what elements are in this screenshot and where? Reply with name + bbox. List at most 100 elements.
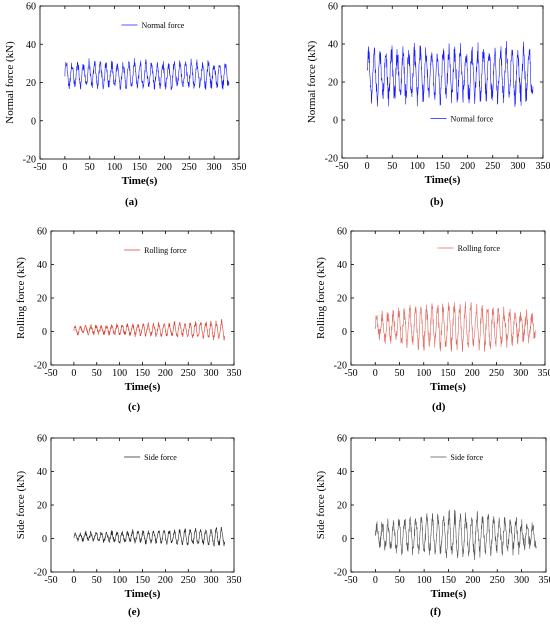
x-tick-label: 50 (395, 368, 405, 379)
chart-panel-a: -50 0 50 100 150 200 250 300 350 -20 0 20 40 60 Time(s… (4, 2, 247, 188)
y-tick-label: 60 (337, 227, 347, 238)
y-tick-label: 20 (337, 501, 347, 512)
y-tick-label: -20 (334, 568, 347, 579)
legend-label: Rolling force (458, 244, 501, 253)
y-axis-label: Side force (kN) (15, 470, 27, 539)
series-line-a (64, 58, 230, 91)
x-axis-label: Time(s) (122, 175, 158, 187)
x-tick-label: 100 (416, 368, 431, 379)
plot-frame (350, 437, 547, 573)
series-line-b (366, 40, 534, 108)
x-tick-label: 300 (204, 575, 219, 586)
x-tick-label: 250 (485, 161, 500, 172)
x-axis-label: Time(s) (125, 381, 161, 393)
caption-e: (e) (128, 606, 141, 618)
x-tick-label: 50 (92, 368, 102, 379)
y-tick-label: 60 (26, 2, 36, 13)
y-tick-label: -20 (34, 568, 47, 579)
plot-frame (50, 230, 235, 366)
x-tick-label: -50 (335, 161, 348, 172)
y-tick-label: 0 (42, 534, 47, 545)
x-tick-label: 350 (536, 161, 550, 172)
x-tick-label: 50 (387, 161, 397, 172)
legend-label: Rolling force (144, 246, 187, 255)
y-tick-label: 60 (328, 2, 338, 13)
plot-frame (350, 230, 546, 366)
y-tick-label: 60 (37, 434, 47, 445)
x-tick-label: 150 (441, 575, 456, 586)
x-tick-label: 50 (85, 162, 95, 173)
x-tick-label: 150 (135, 575, 150, 586)
x-tick-label: 300 (514, 575, 529, 586)
y-tick-label: 40 (337, 467, 347, 478)
x-tick-label: 300 (207, 162, 222, 173)
x-tick-label: 350 (227, 368, 242, 379)
y-tick-label: 60 (337, 434, 347, 445)
y-tick-label: -20 (34, 361, 47, 372)
x-tick-label: 250 (181, 575, 196, 586)
x-tick-label: 350 (232, 162, 247, 173)
y-tick-label: -20 (23, 155, 36, 166)
y-axis-label: Side force (kN) (315, 470, 327, 539)
x-tick-label: 0 (373, 368, 378, 379)
x-tick-label: -50 (344, 368, 357, 379)
x-tick-label: 0 (71, 575, 76, 586)
x-tick-label: 100 (410, 161, 425, 172)
x-tick-label: 250 (489, 368, 504, 379)
x-tick-label: -50 (44, 368, 57, 379)
legend-label: Side force (450, 453, 483, 462)
x-tick-label: 200 (465, 368, 480, 379)
x-tick-label: 150 (441, 368, 456, 379)
chart-panel-c: -50 0 50 100 150 200 250 300 350 -20 0 20 40 60 Time(s… (15, 227, 242, 394)
legend-label: Side force (144, 453, 177, 462)
caption-a: (a) (125, 196, 138, 208)
x-tick-label: 200 (465, 575, 480, 586)
y-axis-label: Normal force (kN) (4, 41, 16, 124)
x-tick-label: 250 (490, 575, 505, 586)
x-tick-label: 150 (435, 161, 450, 172)
x-tick-label: 300 (513, 368, 528, 379)
x-tick-label: 200 (158, 575, 173, 586)
x-tick-label: 200 (158, 368, 173, 379)
series-line-f (375, 509, 537, 561)
y-tick-label: 20 (37, 501, 47, 512)
x-tick-label: 100 (112, 575, 127, 586)
y-tick-label: 0 (342, 534, 347, 545)
x-axis-label: Time(s) (430, 381, 466, 393)
y-tick-label: -20 (325, 154, 338, 165)
x-tick-label: -50 (344, 575, 357, 586)
x-tick-label: 300 (510, 161, 525, 172)
plot-frame (50, 437, 235, 573)
x-axis-label: Time(s) (125, 588, 161, 600)
y-tick-label: 0 (333, 116, 338, 127)
y-tick-label: 40 (328, 40, 338, 51)
chart-panel-d: -50 0 50 100 150 200 250 300 350 -20 0 20 40 60 Time(s… (315, 227, 550, 394)
x-tick-label: 100 (112, 368, 127, 379)
x-tick-label: 150 (132, 162, 147, 173)
y-tick-label: 20 (37, 294, 47, 305)
y-tick-label: 60 (37, 227, 47, 238)
x-axis-label: Time(s) (425, 174, 461, 186)
legend-label: Normal force (141, 21, 184, 30)
x-tick-label: 300 (204, 368, 219, 379)
x-tick-label: 150 (135, 368, 150, 379)
series-line-d (375, 301, 536, 352)
x-tick-label: 0 (71, 368, 76, 379)
y-tick-label: 40 (37, 260, 47, 271)
x-tick-label: 250 (181, 368, 196, 379)
y-tick-label: -20 (334, 361, 347, 372)
x-tick-label: 0 (62, 162, 67, 173)
x-tick-label: 200 (157, 162, 172, 173)
y-tick-label: 40 (337, 260, 347, 271)
x-tick-label: 100 (107, 162, 122, 173)
caption-f: (f) (430, 606, 441, 618)
x-tick-label: 50 (395, 575, 405, 586)
y-tick-label: 20 (328, 78, 338, 89)
x-tick-label: 350 (538, 368, 550, 379)
caption-d: (d) (432, 401, 446, 413)
x-tick-label: 0 (373, 575, 378, 586)
caption-c: (c) (128, 401, 141, 413)
y-tick-label: 0 (342, 327, 347, 338)
series-line-e (73, 527, 226, 547)
